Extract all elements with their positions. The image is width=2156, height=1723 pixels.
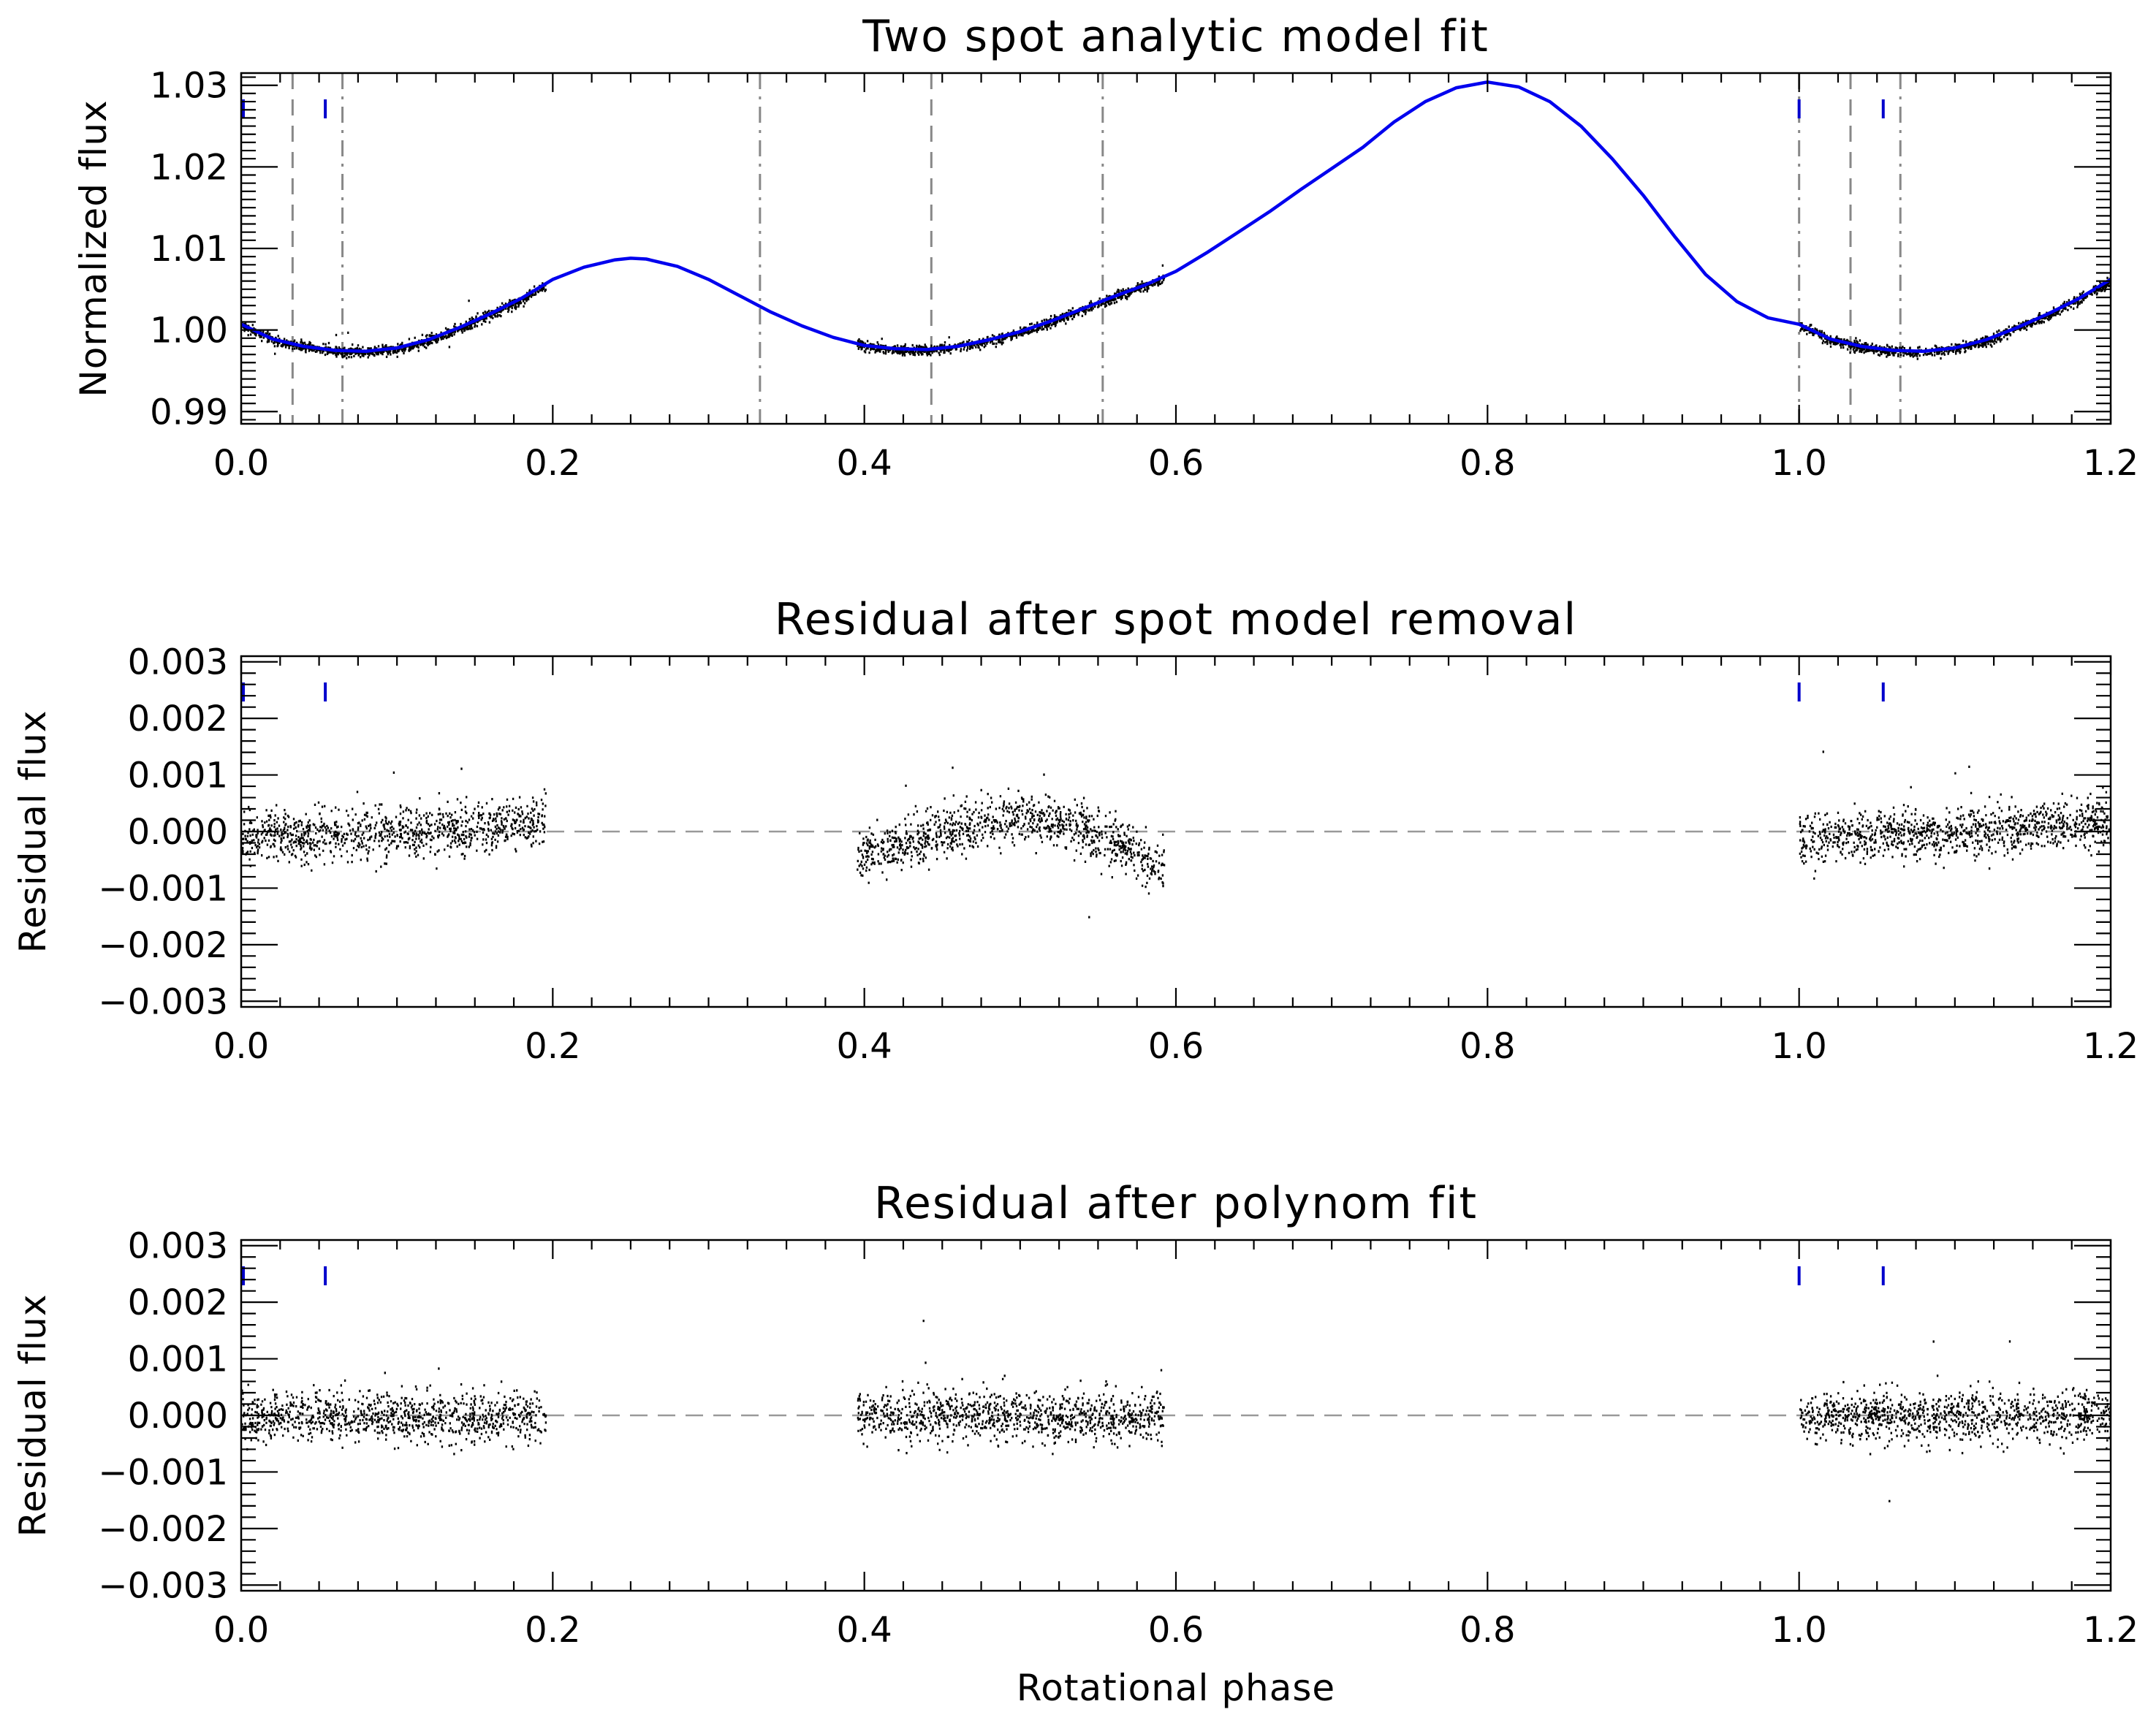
x-tick-label: 1.0 <box>1771 1026 1826 1067</box>
y-axis-label: Residual flux <box>12 1294 54 1537</box>
x-tick-label: 1.0 <box>1771 1610 1826 1651</box>
x-axis-label: Rotational phase <box>1017 1667 1335 1709</box>
y-tick-label: 0.99 <box>150 392 228 433</box>
x-tick-label: 0.6 <box>1148 1026 1204 1067</box>
y-tick-label: 0.002 <box>128 1282 228 1323</box>
x-tick-label: 0.0 <box>213 443 269 484</box>
y-tick-label: 0.001 <box>128 756 228 796</box>
x-tick-label: 1.0 <box>1771 443 1826 484</box>
y-tick-label: 0.003 <box>128 1226 228 1267</box>
y-tick-label: −0.001 <box>98 1452 228 1493</box>
y-tick-label: 1.03 <box>150 66 228 107</box>
panel-title: Residual after spot model removal <box>775 594 1577 645</box>
y-tick-label: 0.001 <box>128 1339 228 1380</box>
y-tick-label: 0.003 <box>128 642 228 683</box>
x-tick-label: 0.2 <box>525 1026 580 1067</box>
x-tick-label: 0.0 <box>213 1610 269 1651</box>
y-tick-label: −0.002 <box>98 1509 228 1550</box>
x-tick-label: 0.0 <box>213 1026 269 1067</box>
y-tick-label: −0.003 <box>98 981 228 1022</box>
data-area <box>241 73 2111 424</box>
x-tick-label: 0.8 <box>1460 443 1515 484</box>
y-tick-label: 1.02 <box>150 147 228 188</box>
x-tick-label: 0.6 <box>1148 443 1204 484</box>
y-tick-label: 0.000 <box>128 812 228 853</box>
y-tick-label: 0.000 <box>128 1396 228 1437</box>
x-tick-label: 0.6 <box>1148 1610 1204 1651</box>
panel-1: Two spot analytic model fit 0.0 0.2 0.4 0.6 0… <box>72 11 2138 484</box>
panel-2: Residual after spot model removal 0.0 0.2 0… <box>12 594 2138 1067</box>
y-tick-label: 1.00 <box>150 311 228 351</box>
data-area <box>241 750 2111 918</box>
panel-3: Residual after polynom fit 0.0 0.2 0.4 0.6 0.… <box>12 1178 2138 1709</box>
y-tick-label: 1.01 <box>150 229 228 270</box>
x-tick-label: 0.8 <box>1460 1610 1515 1651</box>
x-tick-label: 1.2 <box>2083 443 2138 484</box>
y-axis-label: Normalized flux <box>72 99 115 397</box>
x-tick-label: 0.4 <box>836 1026 892 1067</box>
panel-title: Two spot analytic model fit <box>862 11 1489 62</box>
y-tick-label: 0.002 <box>128 699 228 739</box>
y-tick-label: −0.003 <box>98 1565 228 1606</box>
x-tick-label: 0.2 <box>525 1610 580 1651</box>
data-area <box>241 1320 2111 1502</box>
x-tick-label: 0.4 <box>836 1610 892 1651</box>
x-tick-label: 0.2 <box>525 443 580 484</box>
x-tick-label: 0.8 <box>1460 1026 1515 1067</box>
model-curve <box>241 80 2111 353</box>
x-tick-label: 1.2 <box>2083 1026 2138 1067</box>
y-tick-label: −0.001 <box>98 868 228 909</box>
panel-title: Residual after polynom fit <box>874 1178 1478 1229</box>
x-tick-label: 1.2 <box>2083 1610 2138 1651</box>
x-tick-label: 0.4 <box>836 443 892 484</box>
y-tick-label: −0.002 <box>98 925 228 966</box>
y-axis-label: Residual flux <box>12 710 54 954</box>
